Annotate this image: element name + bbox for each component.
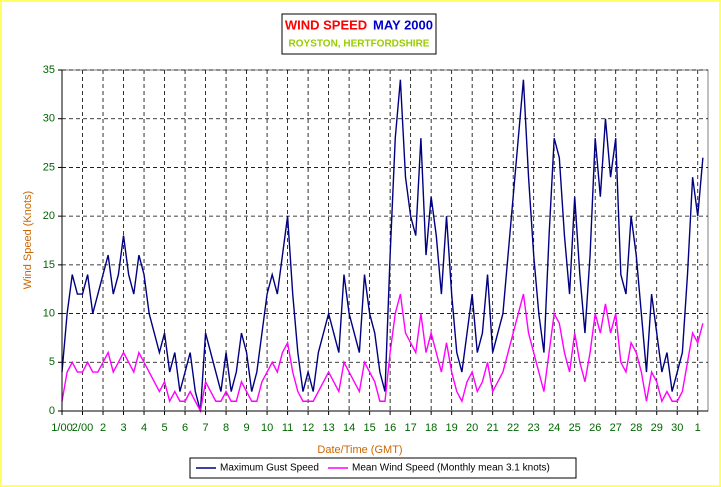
- x-tick-label: 1/00: [51, 422, 72, 434]
- series-line: [61, 79, 704, 412]
- x-tick-label: 6: [182, 422, 188, 434]
- legend-box: [189, 457, 577, 479]
- x-tick-label: 26: [589, 422, 601, 434]
- y-tick-label: 0: [49, 405, 55, 417]
- chart-title: WIND SPEED: [285, 17, 367, 32]
- x-tick-label: 30: [671, 422, 683, 434]
- plot-area: [61, 69, 709, 412]
- x-tick-label: 22: [507, 422, 519, 434]
- x-tick-label: 2/00: [72, 422, 93, 434]
- x-tick-label: 17: [405, 422, 417, 434]
- x-tick-label: 3: [120, 422, 126, 434]
- x-axis-label: Date/Time (GMT): [317, 444, 402, 456]
- chart-subtitle: ROYSTON, HERTFORDSHIRE: [289, 39, 430, 50]
- x-tick-label: 10: [261, 422, 273, 434]
- x-tick-label: 12: [302, 422, 314, 434]
- x-tick-label: 19: [446, 422, 458, 434]
- x-tick-label: 16: [384, 422, 396, 434]
- y-tick-label: 5: [49, 356, 55, 368]
- x-tick-label: 21: [487, 422, 499, 434]
- x-tick-label: 8: [223, 422, 229, 434]
- x-tick-label: 18: [425, 422, 437, 434]
- x-tick-label: 23: [528, 422, 540, 434]
- x-tick-label: 15: [363, 422, 375, 434]
- y-tick-label: 10: [43, 307, 55, 319]
- chart-title-month: MAY 2000: [373, 17, 433, 32]
- x-tick-label: 4: [141, 422, 147, 434]
- y-tick-label: 25: [43, 161, 55, 173]
- series-line: [61, 293, 704, 414]
- y-axis-label: Wind Speed (Knots): [22, 191, 34, 289]
- title-box: [281, 13, 437, 55]
- x-tick-label: 1: [695, 422, 701, 434]
- x-tick-label: 2: [100, 422, 106, 434]
- legend-label: Maximum Gust Speed: [220, 463, 319, 474]
- x-tick-label: 9: [244, 422, 250, 434]
- x-tick-label: 13: [322, 422, 334, 434]
- x-tick-label: 20: [466, 422, 478, 434]
- y-tick-label: 30: [43, 113, 55, 125]
- y-tick-label: 15: [43, 259, 55, 271]
- y-tick-label: 35: [43, 64, 55, 76]
- x-tick-label: 11: [282, 422, 293, 434]
- x-tick-label: 5: [161, 422, 167, 434]
- y-tick-label: 20: [43, 210, 55, 222]
- x-tick-label: 28: [630, 422, 642, 434]
- x-tick-label: 7: [202, 422, 208, 434]
- x-tick-label: 29: [651, 422, 663, 434]
- x-tick-label: 14: [343, 422, 355, 434]
- x-tick-label: 27: [610, 422, 622, 434]
- x-tick-label: 24: [548, 422, 560, 434]
- legend-label: Mean Wind Speed (Monthly mean 3.1 knots): [352, 463, 550, 474]
- x-tick-label: 25: [569, 422, 581, 434]
